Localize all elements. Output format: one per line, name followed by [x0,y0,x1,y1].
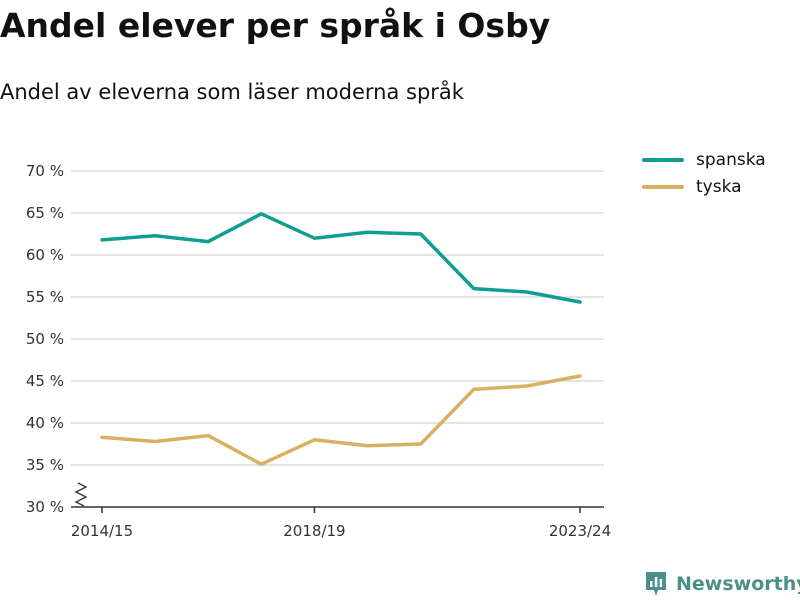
series-line-spanska [100,212,582,304]
y-tick-label: 70 % [26,162,64,180]
y-tick-label: 50 % [26,330,64,348]
x-tick-label: 2018/19 [283,522,345,540]
legend-swatch [642,157,684,162]
legend-item-tyska: tyska [642,173,766,200]
x-tick-label: 2014/15 [71,522,133,540]
y-tick-label: 35 % [26,456,64,474]
x-tick-label: 2023/24 [549,522,611,540]
y-tick-label: 30 % [26,498,64,516]
legend-label: tyska [696,176,742,197]
brand: Newsworthy [644,570,800,598]
y-tick-label: 40 % [26,414,64,432]
chart-title: Andel elever per språk i Osby [0,6,551,45]
y-tick-label: 60 % [26,246,64,264]
bar-chart-flag-icon [646,572,666,596]
y-tick-label: 65 % [26,204,64,222]
legend-label: spanska [696,149,766,170]
legend: spanska tyska [642,146,766,200]
brand-name: Newsworthy [676,573,800,595]
legend-item-spanska: spanska [642,146,766,173]
y-tick-label: 45 % [26,372,64,390]
chart-subtitle: Andel av eleverna som läser moderna språ… [0,80,464,104]
series-line-tyska [100,374,582,466]
legend-swatch [642,184,684,189]
y-tick-label: 55 % [26,288,64,306]
axis-break-icon [74,482,88,507]
